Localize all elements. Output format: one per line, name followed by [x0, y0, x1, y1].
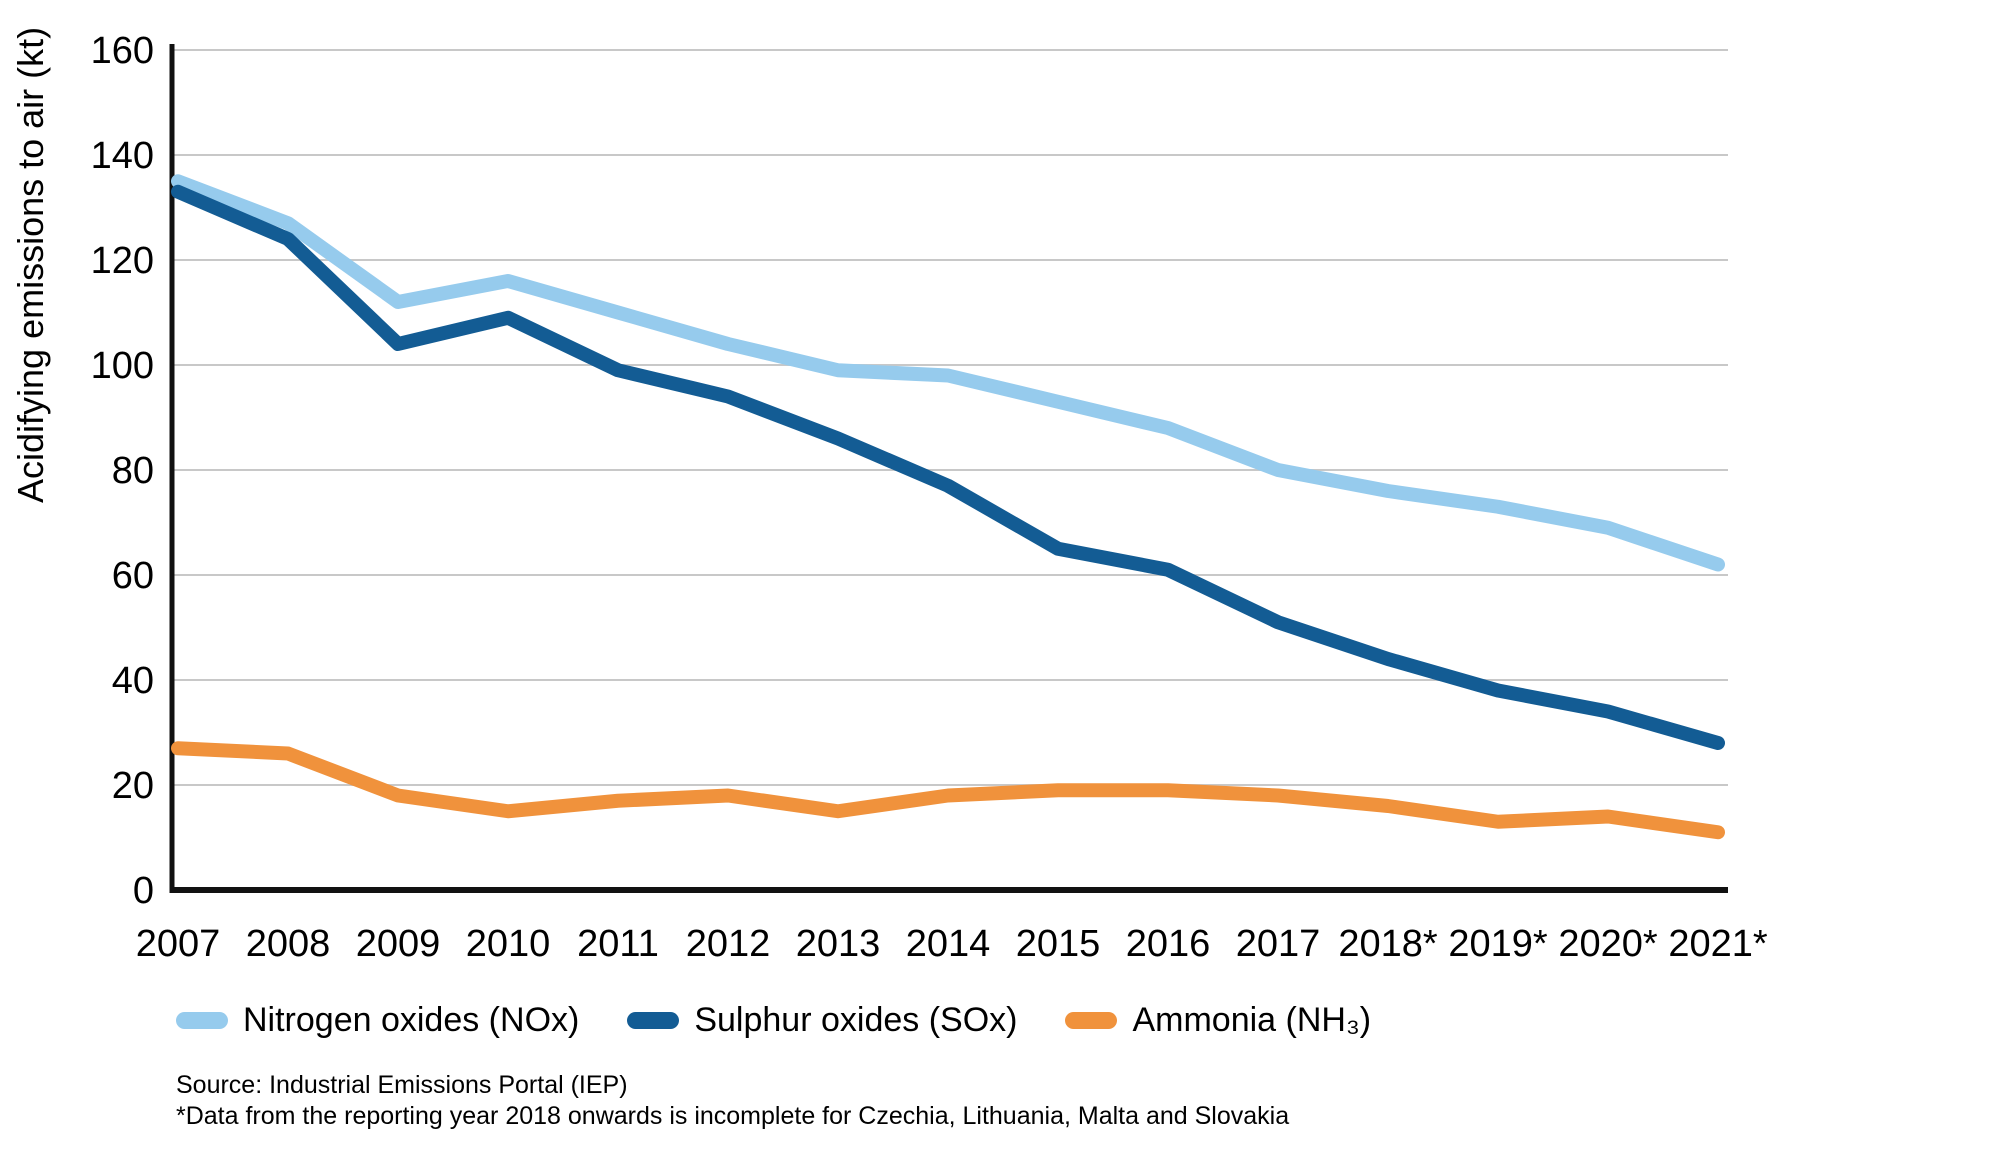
- x-tick-label: 2021*: [1668, 923, 1768, 965]
- y-tick-label: 120: [91, 240, 154, 282]
- x-tick-label: 2007: [136, 923, 221, 965]
- legend-item-0: Nitrogen oxides (NOx): [176, 1001, 579, 1040]
- series-line-2: [171, 741, 1725, 840]
- legend-swatch-2: [1065, 1011, 1118, 1029]
- legend-item-1: Sulphur oxides (SOx): [627, 1001, 1017, 1040]
- x-tick-label: 2013: [796, 923, 881, 965]
- y-tick-label: 0: [133, 870, 154, 912]
- legend-label-1: Sulphur oxides (SOx): [694, 1000, 1018, 1039]
- x-tick-label: 2012: [686, 923, 771, 965]
- series-line-0: [171, 174, 1725, 572]
- x-tick-label: 2009: [356, 923, 441, 965]
- x-tick-label: 2015: [1016, 923, 1101, 965]
- legend-swatch-0: [176, 1011, 228, 1029]
- x-tick-label: 2008: [246, 923, 331, 965]
- y-tick-label: 160: [91, 30, 154, 72]
- x-tick-label: 2020*: [1558, 923, 1658, 965]
- y-tick-label: 20: [112, 765, 154, 807]
- legend: Nitrogen oxides (NOx) Sulphur oxides (SOx…: [176, 999, 1371, 1041]
- legend-label-0: Nitrogen oxides (NOx): [243, 1000, 580, 1039]
- y-tick-label: 100: [91, 345, 154, 387]
- source-line: Source: Industrial Emissions Portal (IEP…: [176, 1071, 628, 1099]
- x-tick-label: 2018*: [1338, 923, 1438, 965]
- x-tick-label: 2014: [906, 923, 991, 965]
- x-tick-label: 2019*: [1448, 923, 1548, 965]
- x-tick-label: 2010: [466, 923, 551, 965]
- legend-label-2: Ammonia (NH₃): [1132, 1000, 1372, 1039]
- series-line-1: [171, 184, 1725, 750]
- x-tick-label: 2017: [1236, 923, 1321, 965]
- x-tick-label: 2011: [577, 923, 659, 965]
- footnote-line: *Data from the reporting year 2018 onwar…: [176, 1102, 1290, 1130]
- legend-swatch-1: [627, 1011, 680, 1029]
- y-tick-label: 40: [112, 660, 154, 702]
- y-tick-label: 140: [91, 135, 154, 177]
- y-tick-label: 80: [112, 450, 154, 492]
- y-tick-label: 60: [112, 555, 154, 597]
- legend-item-2: Ammonia (NH₃): [1065, 1001, 1371, 1040]
- source-note: Source: Industrial Emissions Portal (IEP…: [176, 1070, 1289, 1132]
- x-tick-label: 2016: [1126, 923, 1211, 965]
